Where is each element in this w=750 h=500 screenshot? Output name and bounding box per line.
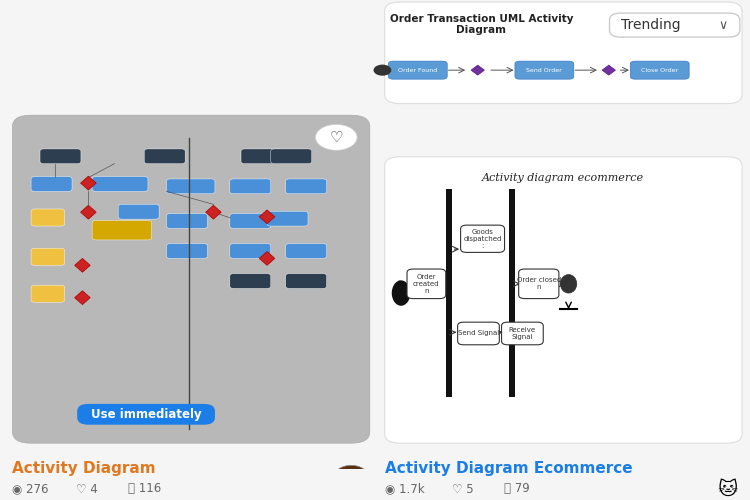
Text: ⎘ 116: ⎘ 116 (128, 482, 161, 496)
FancyBboxPatch shape (31, 176, 72, 192)
Text: 🐱: 🐱 (717, 480, 737, 499)
Text: ◉ 276: ◉ 276 (13, 482, 49, 496)
Text: Order closed
n: Order closed n (517, 278, 561, 290)
Text: Activity Diagram: Activity Diagram (13, 460, 156, 475)
Text: ♡ 5: ♡ 5 (452, 482, 473, 496)
FancyBboxPatch shape (286, 179, 326, 194)
FancyBboxPatch shape (144, 149, 185, 164)
FancyBboxPatch shape (40, 149, 81, 164)
FancyBboxPatch shape (230, 274, 271, 288)
Text: Send Order: Send Order (526, 68, 562, 72)
FancyBboxPatch shape (31, 248, 64, 266)
Text: ◉ 1.7k: ◉ 1.7k (385, 482, 424, 496)
FancyBboxPatch shape (166, 179, 215, 194)
FancyBboxPatch shape (385, 2, 742, 104)
FancyBboxPatch shape (385, 157, 742, 443)
Polygon shape (602, 65, 616, 75)
Text: Receive
Signal: Receive Signal (509, 327, 536, 340)
Text: Goods
dispatched
:: Goods dispatched : (464, 229, 502, 249)
Polygon shape (80, 206, 96, 219)
Text: Activity diagram ecommerce: Activity diagram ecommerce (482, 173, 644, 183)
FancyBboxPatch shape (515, 61, 574, 79)
FancyBboxPatch shape (458, 322, 500, 345)
Polygon shape (206, 206, 221, 219)
Text: Order
created
n: Order created n (413, 274, 440, 294)
Polygon shape (471, 65, 484, 75)
FancyBboxPatch shape (166, 244, 208, 258)
FancyBboxPatch shape (31, 209, 64, 226)
FancyBboxPatch shape (13, 115, 370, 443)
FancyBboxPatch shape (241, 149, 282, 164)
Text: Close Order: Close Order (641, 68, 678, 72)
Text: Send Signal: Send Signal (458, 330, 499, 336)
FancyBboxPatch shape (77, 404, 215, 424)
FancyBboxPatch shape (407, 269, 446, 298)
FancyBboxPatch shape (166, 214, 208, 228)
Text: Trending: Trending (621, 18, 680, 32)
Ellipse shape (560, 274, 577, 293)
FancyBboxPatch shape (230, 214, 271, 228)
Text: ♡: ♡ (329, 130, 343, 145)
FancyBboxPatch shape (286, 244, 326, 258)
FancyBboxPatch shape (388, 61, 447, 79)
FancyBboxPatch shape (118, 204, 159, 219)
Text: ⎘ 79: ⎘ 79 (504, 482, 530, 496)
FancyBboxPatch shape (610, 13, 740, 37)
FancyBboxPatch shape (267, 212, 308, 226)
FancyBboxPatch shape (92, 176, 148, 192)
FancyBboxPatch shape (519, 269, 559, 298)
Polygon shape (74, 290, 90, 304)
Ellipse shape (392, 280, 410, 306)
FancyBboxPatch shape (92, 220, 152, 240)
Text: Order Transaction UML Activity
Diagram: Order Transaction UML Activity Diagram (390, 14, 573, 35)
FancyBboxPatch shape (230, 244, 271, 258)
Circle shape (316, 124, 357, 150)
FancyBboxPatch shape (446, 189, 452, 397)
FancyBboxPatch shape (31, 285, 64, 302)
Text: ♡: ♡ (329, 130, 343, 145)
Text: Use immediately: Use immediately (91, 408, 202, 421)
Circle shape (374, 64, 392, 76)
FancyBboxPatch shape (271, 149, 312, 164)
Text: ♡ 4: ♡ 4 (76, 482, 98, 496)
FancyBboxPatch shape (630, 61, 689, 79)
FancyBboxPatch shape (286, 274, 326, 288)
Polygon shape (260, 252, 274, 266)
FancyBboxPatch shape (502, 322, 543, 345)
Polygon shape (260, 210, 274, 224)
Text: Activity Diagram Ecommerce: Activity Diagram Ecommerce (385, 460, 632, 475)
FancyBboxPatch shape (460, 225, 505, 252)
Polygon shape (74, 258, 90, 272)
FancyBboxPatch shape (230, 179, 271, 194)
Text: ∨: ∨ (718, 18, 728, 32)
FancyBboxPatch shape (509, 189, 515, 397)
Circle shape (334, 466, 368, 485)
Text: Order Found: Order Found (398, 68, 437, 72)
Polygon shape (80, 176, 96, 190)
